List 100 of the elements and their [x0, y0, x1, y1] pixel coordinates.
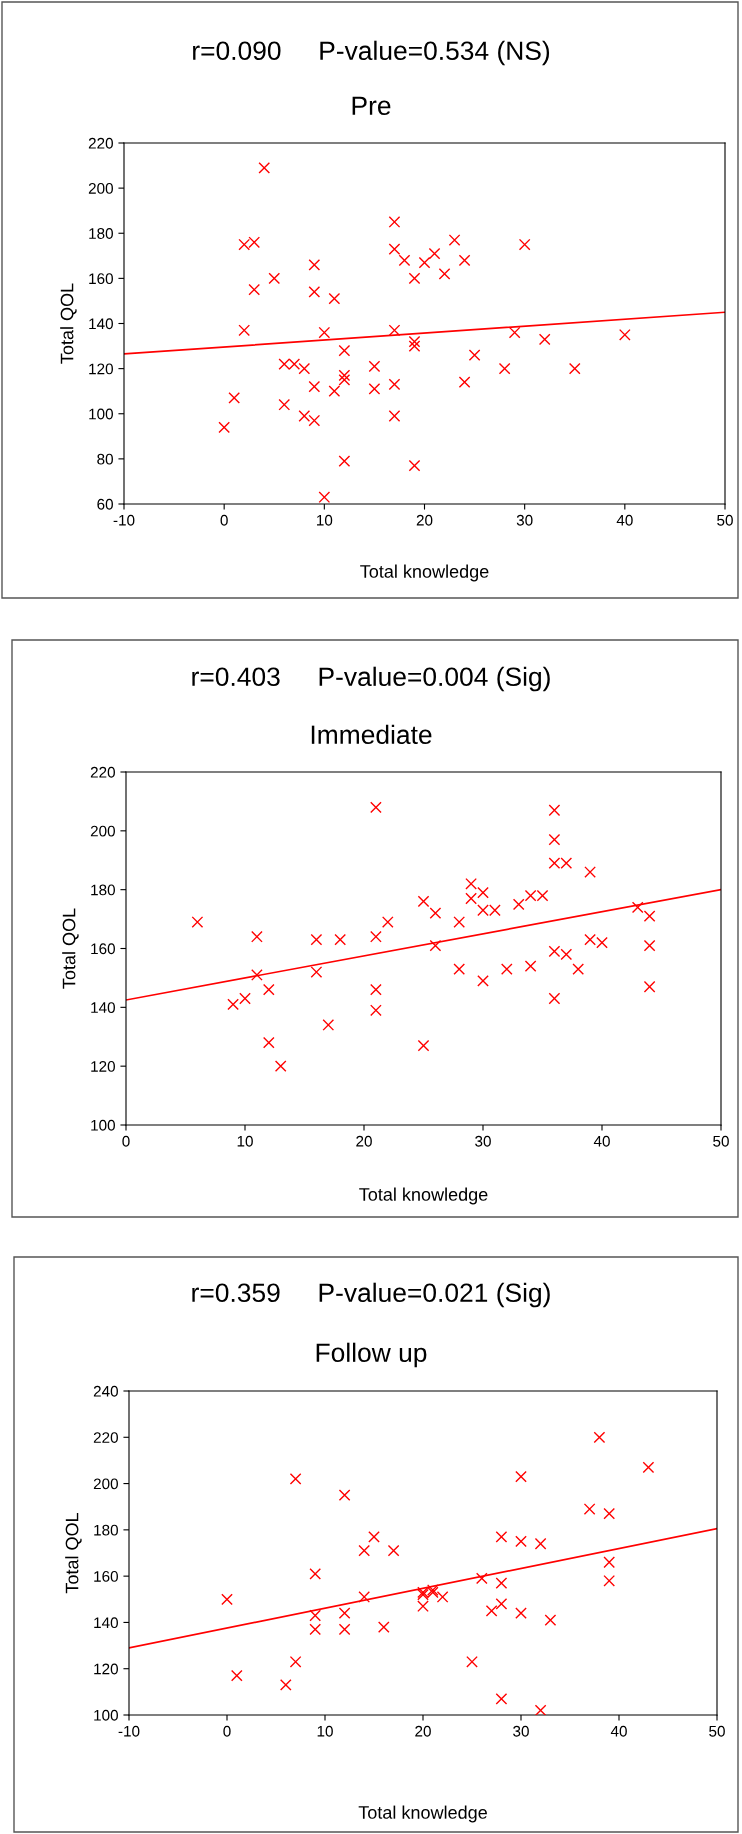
point [298, 362, 311, 375]
point [228, 392, 241, 404]
point [308, 414, 321, 427]
y-tick-label: 140 [89, 318, 113, 330]
point [495, 1598, 508, 1610]
y-tick-label: 240 [93, 1385, 118, 1397]
point [485, 1605, 498, 1617]
point [310, 966, 323, 978]
point [429, 939, 442, 952]
point [262, 1036, 275, 1049]
point [239, 992, 251, 1005]
y-tick-label: 120 [94, 1663, 118, 1675]
point [548, 833, 561, 846]
point [603, 1574, 616, 1587]
y-axis-title: Total QOL [60, 283, 77, 364]
point [642, 1461, 655, 1474]
y-tick-label: 120 [89, 363, 113, 375]
y-tick-label: 80 [97, 453, 113, 465]
point [370, 801, 382, 814]
point [438, 268, 451, 280]
point [381, 916, 394, 928]
point [495, 1530, 508, 1543]
point [298, 410, 311, 422]
point [309, 1609, 322, 1622]
point [495, 1692, 508, 1705]
point [289, 1655, 302, 1668]
x-axis-title: Total knowledge [360, 564, 489, 582]
x-tick-label: -10 [118, 1725, 140, 1737]
point [248, 283, 261, 296]
y-tick-label: 100 [89, 408, 113, 420]
point [251, 969, 263, 981]
point [368, 1530, 380, 1543]
y-tick-label: 220 [93, 1432, 118, 1443]
y-tick-label: 140 [94, 1617, 118, 1629]
point [334, 933, 347, 946]
y-tick-label: 220 [90, 766, 115, 778]
point [258, 161, 271, 174]
chart-subtitle: Follow up [316, 1342, 427, 1368]
point [191, 916, 204, 928]
y-tick-label: 200 [90, 825, 115, 837]
point [388, 243, 401, 255]
point [498, 362, 511, 375]
point [417, 1039, 430, 1052]
x-tick-label: 20 [415, 1725, 431, 1737]
point [408, 459, 421, 472]
x-tick-label: 10 [237, 1135, 253, 1147]
point [515, 1470, 527, 1483]
point [548, 804, 561, 817]
y-tick-label: 140 [91, 1002, 115, 1014]
y-tick-label: 120 [91, 1061, 115, 1072]
x-tick-label: 0 [122, 1135, 130, 1147]
point [515, 1607, 527, 1620]
point [370, 983, 382, 996]
point [358, 1544, 371, 1557]
point [308, 380, 321, 393]
y-tick-label: 200 [93, 1478, 118, 1490]
point [388, 324, 401, 337]
x-tick-label: 30 [513, 1725, 529, 1737]
point [429, 907, 442, 920]
point [318, 326, 331, 339]
y-tick-label: 160 [89, 273, 113, 285]
point [388, 216, 401, 228]
point [500, 963, 513, 975]
chart-title: r=0.359 P-value=0.021 (Sig) [192, 1282, 550, 1308]
point [238, 324, 251, 337]
point [538, 333, 551, 346]
y-tick-label: 100 [94, 1709, 118, 1721]
x-tick-label: 0 [220, 514, 228, 526]
x-tick-label: 20 [416, 514, 433, 526]
x-axis-title: Total knowledge [359, 1187, 488, 1205]
y-tick-label: 160 [91, 943, 115, 955]
point [603, 1507, 616, 1520]
point [603, 1556, 616, 1569]
x-tick-label: 10 [317, 514, 333, 526]
point [398, 254, 411, 267]
point [593, 1431, 606, 1444]
point [544, 1614, 557, 1626]
point [221, 1593, 233, 1606]
x-tick-label: 50 [717, 514, 733, 526]
point [338, 344, 351, 357]
point [309, 1623, 322, 1636]
point [308, 258, 321, 271]
point [583, 1503, 596, 1515]
point [515, 1535, 527, 1548]
point [328, 292, 341, 305]
point [338, 369, 351, 382]
y-tick-label: 180 [91, 884, 115, 896]
point [477, 975, 489, 987]
chart-subtitle: Pre [352, 96, 391, 116]
point [475, 1572, 488, 1585]
y-tick-label: 220 [88, 137, 113, 149]
x-tick-label: 30 [475, 1135, 491, 1147]
point [618, 328, 631, 341]
point [428, 247, 441, 260]
point [631, 901, 644, 914]
point [338, 1607, 351, 1620]
point [338, 374, 351, 386]
chart-title: r=0.403 P-value=0.004 (Sig) [192, 666, 550, 692]
point [309, 1567, 322, 1580]
point [308, 286, 321, 298]
